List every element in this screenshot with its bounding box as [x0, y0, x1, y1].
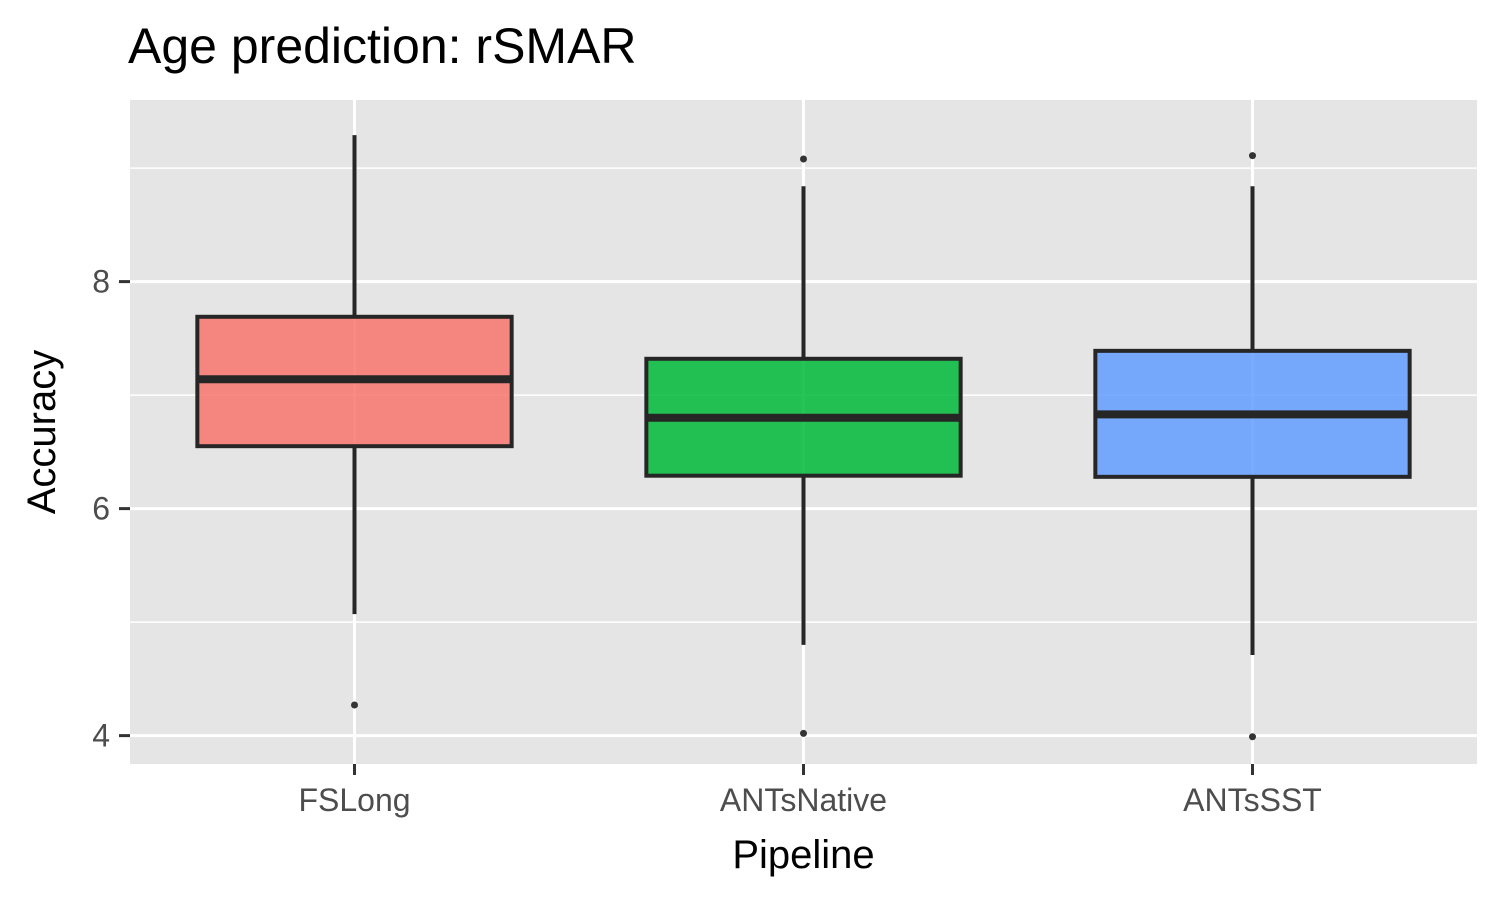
x-tick-label: ANTsSST — [1183, 782, 1322, 818]
box-ANTsNative — [644, 155, 963, 737]
outlier-point — [351, 701, 358, 709]
box-ANTsSST — [1093, 152, 1412, 741]
x-tick-label: ANTsNative — [720, 782, 887, 818]
axes: 4 6 8 FSLong ANTsNative ANTsSST — [92, 264, 1322, 818]
outlier-point — [1249, 152, 1256, 160]
x-axis-label: Pipeline — [732, 833, 874, 877]
x-tick-label: FSLong — [298, 782, 410, 818]
y-tick-label: 8 — [92, 264, 110, 300]
y-axis-label: Accuracy — [20, 350, 64, 515]
box-FSLong — [195, 135, 514, 709]
outlier-point — [800, 729, 807, 737]
y-tick-label: 4 — [92, 718, 110, 754]
outlier-point — [1249, 733, 1256, 741]
chart-title: Age prediction: rSMAR — [128, 18, 637, 74]
y-tick-label: 6 — [92, 491, 110, 527]
box-series — [195, 135, 1412, 741]
outlier-point — [800, 155, 807, 163]
